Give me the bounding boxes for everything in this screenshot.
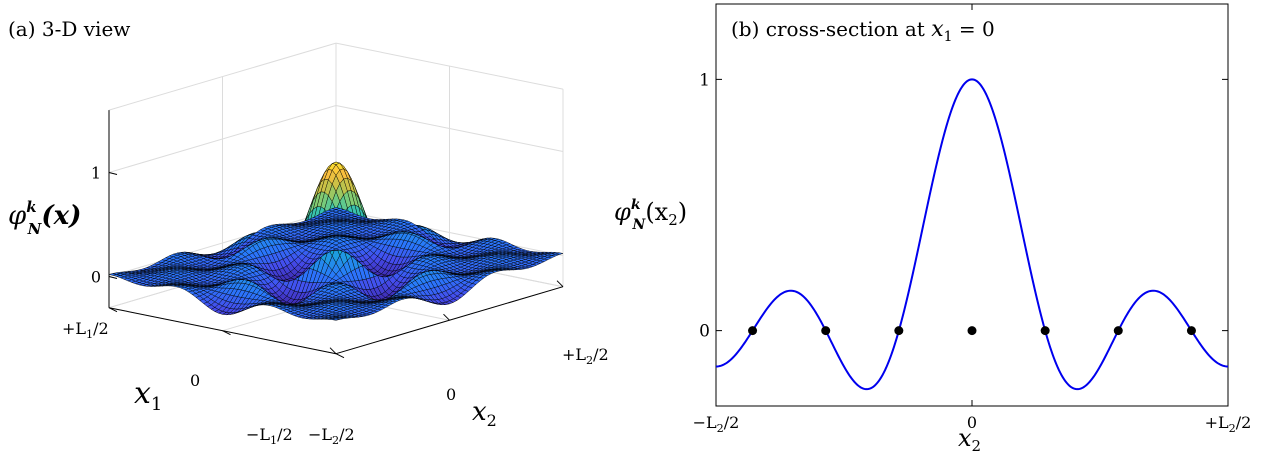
zero-point <box>821 326 831 336</box>
panel-a-title: (a) 3-D view <box>8 17 130 41</box>
panel-a-axes: 0 1 +L1/2 0 −L1/2 −L2/2 0 +L2/2 <box>62 110 609 447</box>
x-tick-label: −L2/2 <box>693 413 740 435</box>
panel-a-zlabel: φk N(x) <box>8 198 81 238</box>
surface-patch <box>331 207 341 210</box>
x2-tick <box>443 313 450 321</box>
x2-tick-label: 0 <box>446 385 456 404</box>
panel-a-surface <box>108 161 564 321</box>
panel-a-surface-plot: 0 1 +L1/2 0 −L1/2 −L2/2 0 +L2/2 (a) 3-D view φk… <box>8 17 609 447</box>
z-tick-label: 0 <box>91 268 101 287</box>
panel-b-series-line <box>715 78 1229 391</box>
panel-a-x2-label: x2 <box>472 397 497 430</box>
panel-b-ticks: 0 1 −L2/2 0 +L2/2 <box>693 4 1252 435</box>
x2-tick-label: −L2/2 <box>308 425 355 447</box>
z-tick <box>108 172 118 175</box>
panel-b-line-plot: 0 1 −L2/2 0 +L2/2 (b) cross-section at x1 = … <box>614 3 1252 455</box>
z-tick-label: 1 <box>91 164 101 183</box>
panel-b-title: (b) cross-section at x1 = 0 <box>731 17 995 45</box>
zero-point <box>748 326 758 336</box>
x1-tick-label: −L1/2 <box>246 425 293 447</box>
zero-point <box>1113 326 1123 336</box>
x1-tick-label: +L1/2 <box>62 319 109 341</box>
y-tick-label: 0 <box>699 322 710 342</box>
x1-tick-label: 0 <box>190 371 200 390</box>
panel-b-zero-points <box>748 326 1196 336</box>
x2-tick <box>329 347 337 355</box>
zero-point <box>1040 326 1050 336</box>
z-tick <box>108 276 118 279</box>
zero-point <box>1186 326 1196 336</box>
x2-tick-label: +L2/2 <box>562 345 609 367</box>
panel-b-frame <box>715 3 1229 407</box>
x1-axis-line <box>108 307 337 355</box>
panel-b-xlabel: x2 <box>958 424 981 455</box>
x-tick-label: +L2/2 <box>1205 413 1252 435</box>
x2-tick <box>556 280 564 288</box>
x-tick-label: 0 <box>967 413 977 432</box>
y-tick-label: 1 <box>699 70 710 90</box>
zero-point <box>894 326 904 336</box>
zero-point <box>967 326 977 336</box>
panel-b-ylabel: φk N(x2) <box>614 197 687 233</box>
panel-a-x1-label: x1 <box>134 376 162 415</box>
x1-tick <box>335 353 345 359</box>
